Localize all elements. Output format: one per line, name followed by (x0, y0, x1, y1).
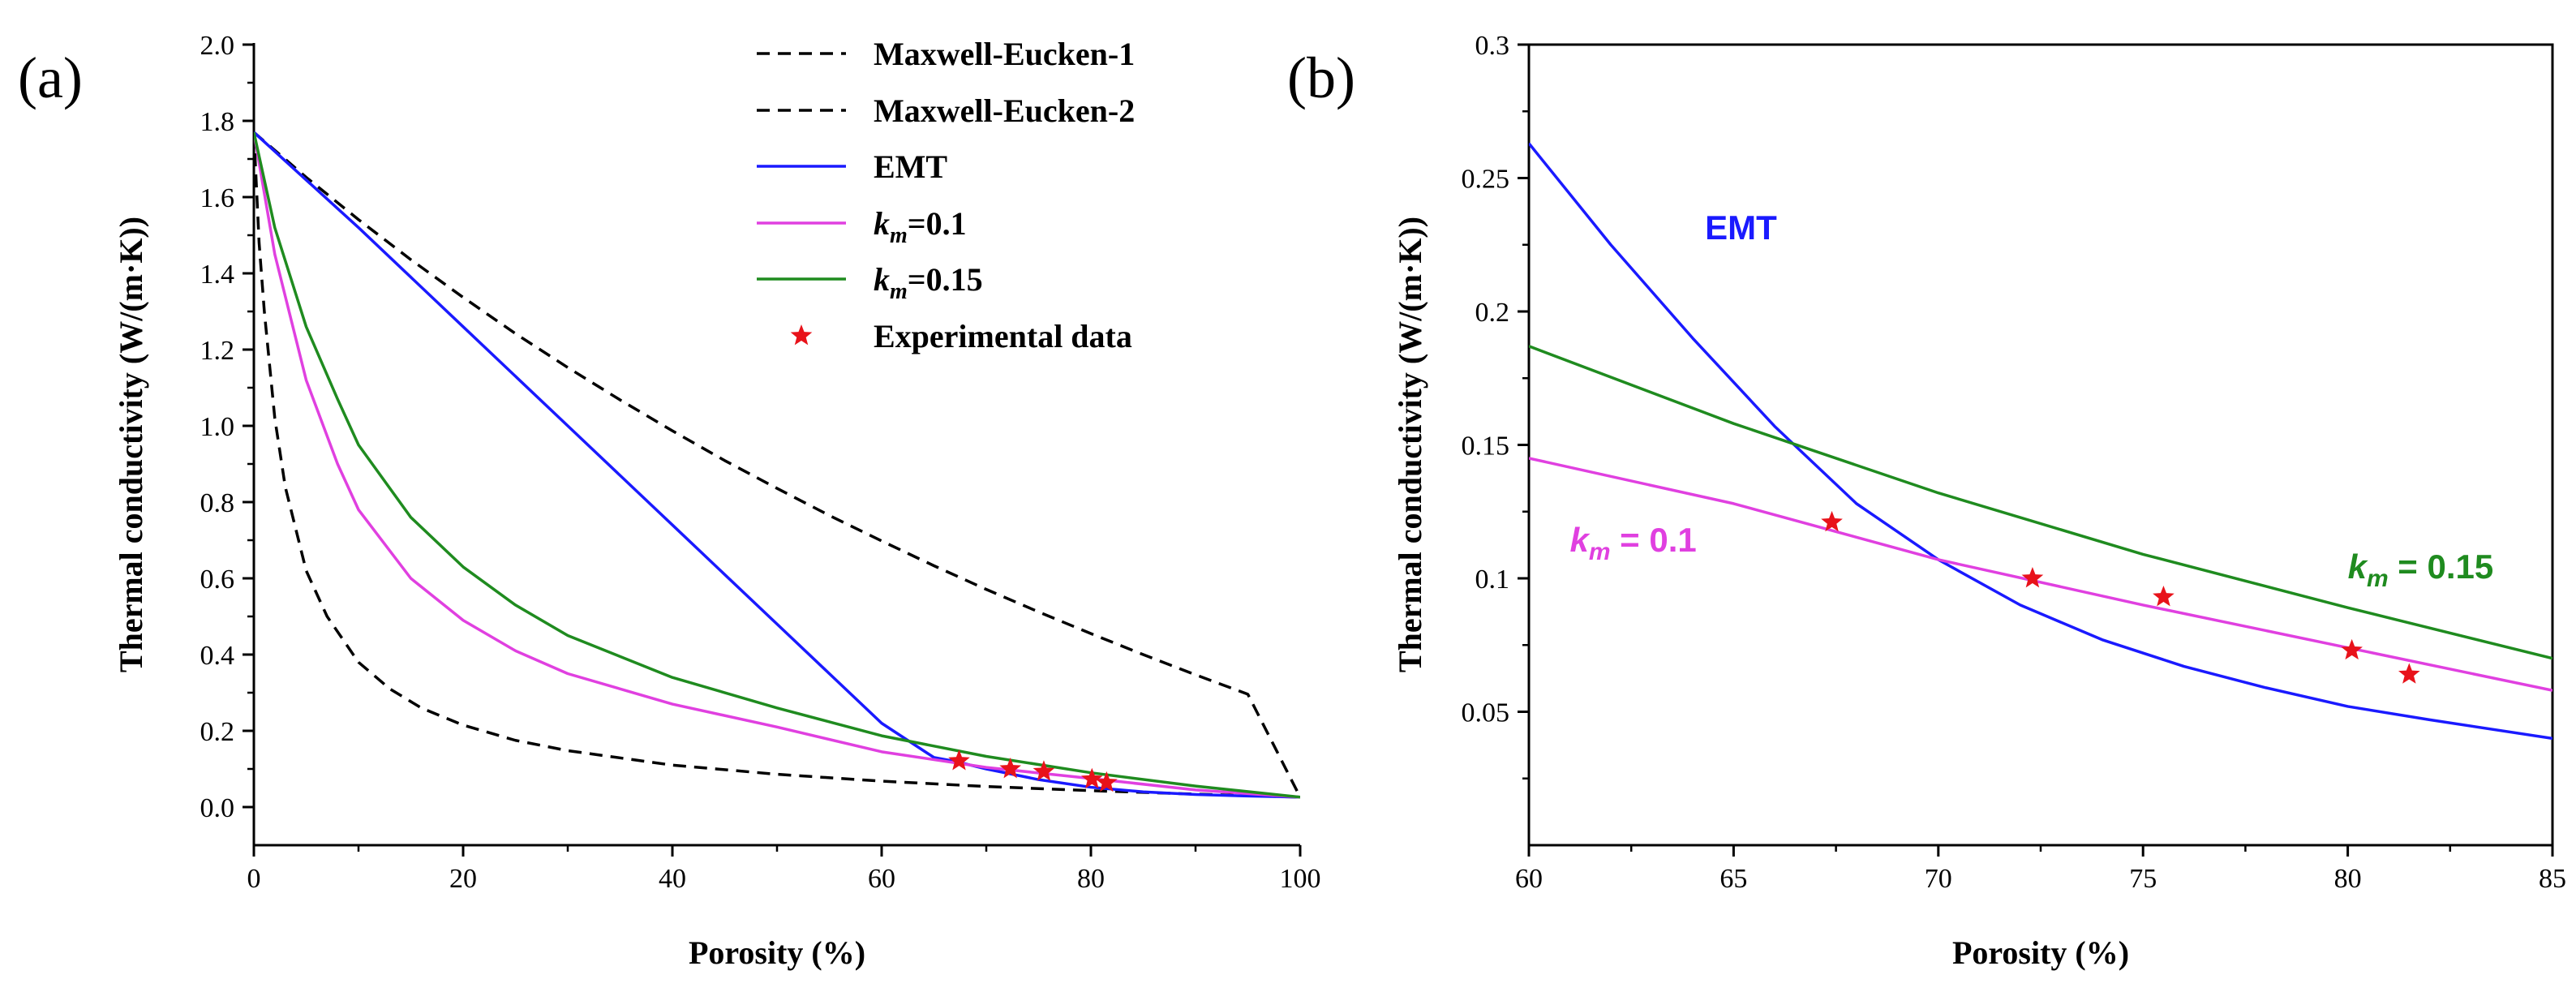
experimental-point (1821, 510, 1843, 532)
y-tick-label: 0.0 (200, 793, 235, 823)
legend-label-emt: EMT (874, 148, 947, 185)
series-line-emt (1529, 142, 2552, 741)
y-tick-label: 0.4 (200, 641, 235, 671)
annotation-value: = 0.15 (2389, 548, 2494, 586)
panel-label: (a) (18, 45, 83, 110)
annotation-value: = 0.1 (1611, 521, 1697, 559)
x-tick-label: 60 (868, 864, 895, 894)
series-line-maxwell-eucken-1 (254, 131, 1300, 798)
panel-b-chart: 60 65 70 75 80 85 0.05 0.1 0.15 0.2 0.25 0.3 Porosit… (1287, 31, 2566, 971)
experimental-point (1080, 767, 1103, 789)
y-tick-label: 1.0 (200, 412, 235, 442)
series-line-maxwell-eucken-2 (254, 132, 1300, 799)
x-tick-label: 20 (449, 864, 477, 894)
x-axis-title: Porosity (%) (1952, 934, 2129, 971)
y-axis-title: Thermal conductivity (W/(m·K)) (113, 217, 149, 672)
y-tick-label: 0.2 (1475, 298, 1510, 328)
y-tick-label: 0.05 (1462, 698, 1510, 728)
legend-label-experimental-data: Experimental data (874, 318, 1132, 354)
x-tick-label: 75 (2129, 864, 2157, 894)
experimental-point (2153, 586, 2175, 607)
y-tick-label: 1.8 (200, 107, 235, 137)
x-tick-label: 80 (2334, 864, 2362, 894)
panel-label: (b) (1287, 45, 1355, 110)
y-axis-title: Thermal conductivity (W/(m·K)) (1392, 217, 1428, 672)
x-axis-title: Porosity (%) (689, 934, 865, 971)
x-tick-label: 100 (1280, 864, 1321, 894)
series-line-k-m-0-15 (1529, 345, 2552, 660)
legend-label-maxwell-eucken-2: Maxwell-Eucken-2 (874, 92, 1135, 129)
legend-label-k-m-0-15: km=0.15 (874, 261, 983, 304)
legend-value: =0.15 (908, 261, 983, 298)
annotation-emt: EMT (1705, 208, 1777, 247)
series-group (1529, 142, 2552, 741)
series-line-k-m-0-1 (1529, 457, 2552, 692)
y-tick-label: 0.1 (1475, 565, 1510, 595)
series-line-k-m-0-1 (254, 131, 1300, 799)
series-line-emt (254, 131, 1300, 799)
annotation-subscript: m (1589, 539, 1611, 565)
y-tick-label: 0.3 (1475, 31, 1510, 61)
series-group (254, 131, 1300, 799)
y-tick-label: 1.2 (200, 336, 235, 366)
plot-frame (1527, 43, 2554, 847)
y-tick-label: 2.0 (200, 31, 235, 61)
legend: Maxwell-Eucken-1Maxwell-Eucken-2EMTkm=0.… (757, 36, 1135, 354)
y-tick-label: 0.8 (200, 488, 235, 518)
annotation-subscript: m (2367, 565, 2389, 592)
x-tick-label: 0 (247, 864, 261, 894)
series-line-k-m-0-15 (254, 131, 1300, 799)
y-tick-label: 0.25 (1462, 165, 1510, 195)
annotation-k-0-15: km = 0.15 (2348, 548, 2494, 592)
experimental-point (948, 749, 970, 771)
experimental-point (1033, 760, 1055, 781)
y-tick-label: 1.4 (200, 260, 235, 290)
panel-a-chart: 0 20 40 60 80 100 0.0 0.2 0.4 0.6 0.8 1.0 1.2 1.4 1.6 1… (18, 31, 1321, 971)
experimental-point (2398, 663, 2420, 684)
y-tick-label: 0.6 (200, 565, 235, 595)
experimental-point (2341, 638, 2363, 660)
legend-value: =0.1 (908, 205, 967, 242)
annotation-symbol: k (2348, 548, 2369, 586)
experimental-point (999, 758, 1021, 779)
x-tick-label: 65 (1719, 864, 1747, 894)
legend-subscript: m (890, 223, 908, 248)
y-tick-label: 1.6 (200, 183, 235, 213)
experimental-point (1096, 771, 1118, 792)
x-tick-label: 60 (1515, 864, 1543, 894)
legend-label-k-m-0-1: km=0.1 (874, 205, 967, 248)
legend-marker-experimental (790, 324, 813, 346)
x-tick-label: 40 (659, 864, 686, 894)
legend-symbol: k (874, 261, 890, 298)
legend-symbol: k (874, 205, 890, 242)
legend-subscript: m (890, 279, 908, 304)
annotation-k-0-1: km = 0.1 (1569, 521, 1696, 565)
y-tick-label: 0.2 (200, 717, 235, 747)
experimental-point (2021, 567, 2044, 588)
y-tick-label: 0.15 (1462, 432, 1510, 462)
annotation-symbol: k (1569, 521, 1591, 559)
x-tick-label: 80 (1077, 864, 1105, 894)
x-tick-label: 70 (1925, 864, 1952, 894)
x-tick-label: 85 (2539, 864, 2566, 894)
legend-label-maxwell-eucken-1: Maxwell-Eucken-1 (874, 36, 1135, 72)
